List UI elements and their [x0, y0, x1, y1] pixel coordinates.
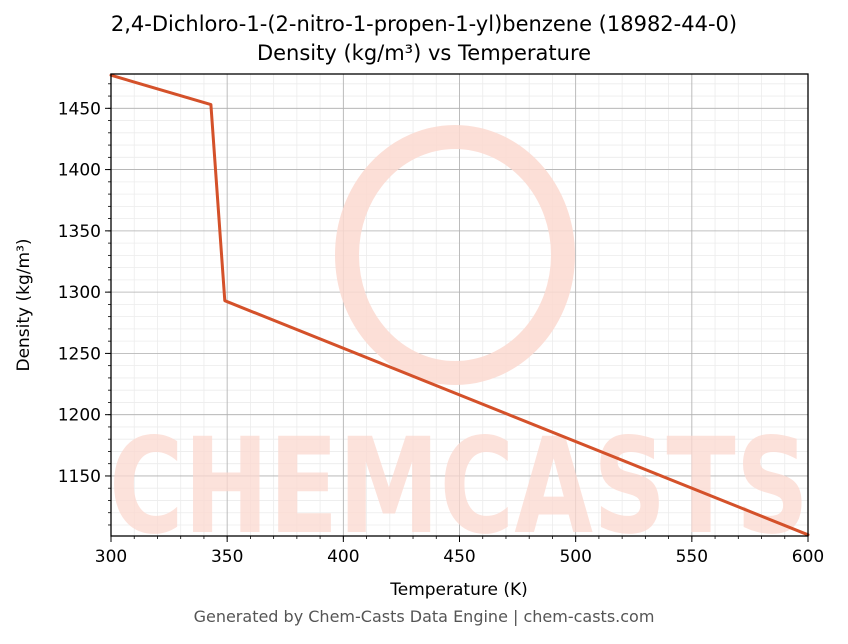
footer-credit: Generated by Chem-Casts Data Engine | ch…: [193, 607, 655, 626]
density-series-line: [109, 73, 810, 537]
x-tick-label: 300: [95, 547, 127, 567]
y-tick-label: 1150: [58, 467, 101, 487]
x-tick-label: 600: [792, 547, 824, 567]
x-tick-label: 550: [676, 547, 708, 567]
watermark: CHEMCASTS: [109, 125, 809, 564]
x-axis-label: Temperature (K): [389, 580, 528, 600]
y-tick-label: 1200: [58, 406, 101, 426]
y-tick-label: 1350: [58, 222, 101, 242]
y-tick-label: 1250: [58, 344, 101, 364]
x-tick-label: 400: [327, 547, 359, 567]
x-tick-label: 350: [211, 547, 243, 567]
x-tick-label: 500: [559, 547, 591, 567]
chart-subtitle: Density (kg/m³) vs Temperature: [256, 41, 592, 65]
y-tick-label: 1300: [58, 283, 101, 303]
y-tick-label: 1400: [58, 161, 101, 181]
x-axis: 300 350 400 450 500 550 600: [95, 536, 824, 567]
y-axis-label: Density (kg/m³): [14, 238, 34, 371]
y-tick-label: 1450: [58, 99, 101, 119]
x-tick-label: 450: [443, 547, 475, 567]
chart-title: 2,4-Dichloro-1-(2-nitro-1-propen-1-yl)be…: [110, 12, 738, 36]
y-axis: 1150 1200 1250 1300 1350 1400 1450: [58, 83, 111, 526]
series-layer: [109, 73, 810, 537]
